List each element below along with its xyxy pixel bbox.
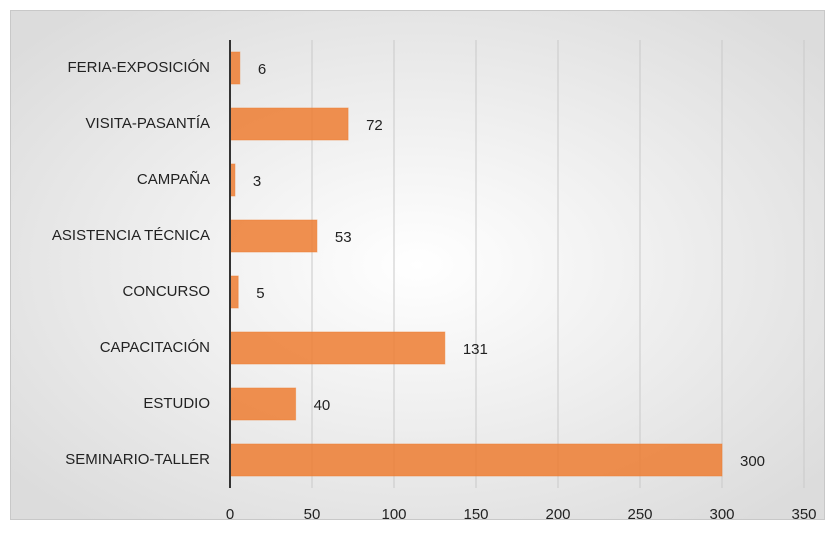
y-tick-label: SEMINARIO-TALLER: [65, 451, 210, 468]
bar: [229, 275, 239, 309]
bar: [229, 219, 318, 253]
x-tick-label: 50: [304, 506, 321, 523]
y-tick-label: CONCURSO: [122, 283, 210, 300]
y-tick-label: CAPACITACIÓN: [100, 339, 210, 356]
value-label: 3: [253, 173, 261, 190]
x-tick-label: 350: [791, 506, 816, 523]
y-tick-label: FERIA-EXPOSICIÓN: [67, 59, 210, 76]
x-tick-label: 200: [545, 506, 570, 523]
bar: [229, 331, 446, 365]
bar: [229, 443, 723, 477]
value-label: 300: [740, 453, 765, 470]
x-tick-label: 150: [463, 506, 488, 523]
y-tick-label: VISITA-PASANTÍA: [86, 115, 210, 132]
value-label: 53: [335, 229, 352, 246]
x-tick-label: 100: [381, 506, 406, 523]
value-label: 6: [258, 61, 266, 78]
y-tick-label: ASISTENCIA TÉCNICA: [52, 227, 210, 244]
value-label: 72: [366, 117, 383, 134]
y-tick-label: CAMPAÑA: [137, 171, 210, 188]
value-label: 40: [314, 397, 331, 414]
value-label: 5: [256, 285, 264, 302]
x-tick-label: 300: [709, 506, 734, 523]
bar: [229, 107, 349, 141]
y-tick-label: ESTUDIO: [143, 395, 210, 412]
x-tick-label: 250: [627, 506, 652, 523]
x-tick-label: 0: [226, 506, 234, 523]
bar: [229, 387, 297, 421]
bar: [229, 51, 241, 85]
value-label: 131: [463, 341, 488, 358]
chart-frame: [10, 10, 825, 520]
